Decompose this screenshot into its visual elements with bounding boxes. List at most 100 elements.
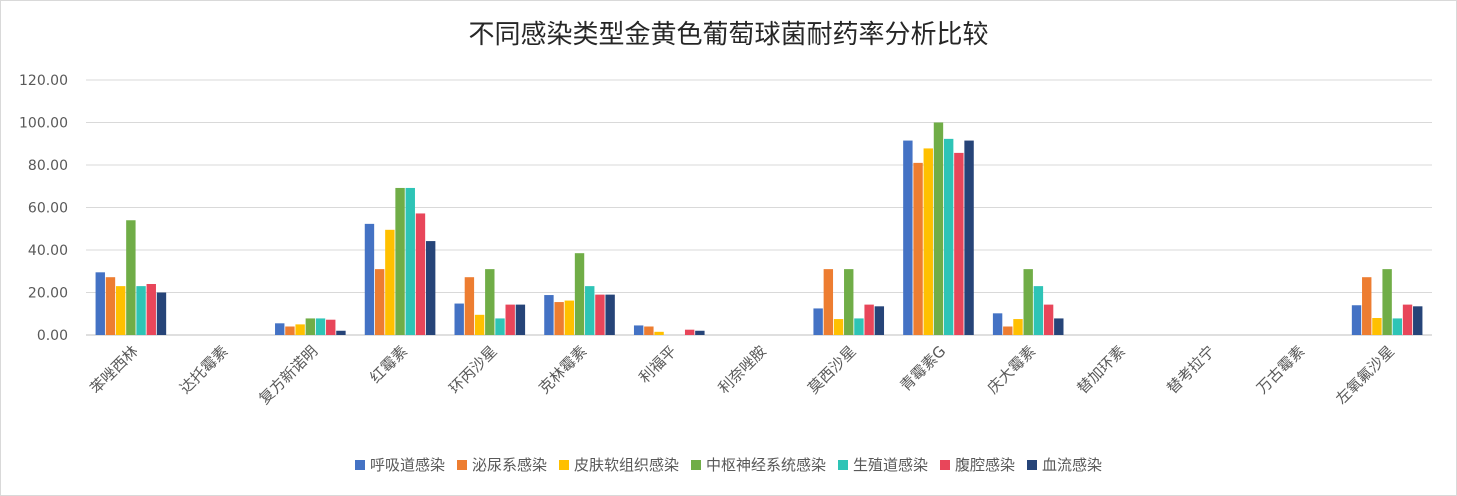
- y-tick-label: 40.00: [28, 243, 68, 259]
- bar: [405, 187, 415, 335]
- bar: [515, 304, 526, 335]
- bar: [1351, 305, 1362, 335]
- bar: [156, 292, 167, 335]
- y-tick-label: 100.00: [19, 116, 68, 132]
- chart-title: 不同感染类型金黄色葡萄球菌耐药率分析比较: [468, 20, 989, 50]
- legend-item: 皮肤软组织感染: [558, 454, 679, 475]
- bar: [146, 284, 156, 335]
- bar: [833, 319, 844, 335]
- legend-label: 皮肤软组织感染: [573, 456, 679, 474]
- x-category-label: 青霉素G: [897, 342, 950, 395]
- x-category-label: 左氧氟沙星: [1332, 342, 1398, 408]
- x-category-label: 利福平: [636, 342, 681, 387]
- bar: [1054, 318, 1064, 335]
- legend-item: 腹腔感染: [940, 454, 1015, 475]
- bar: [464, 277, 475, 335]
- bar: [385, 229, 395, 335]
- bar: [992, 313, 1003, 335]
- bar: [605, 294, 615, 335]
- bar: [813, 308, 823, 335]
- bar: [136, 286, 146, 335]
- x-category-label: 莫西沙星: [804, 342, 859, 397]
- legend-label: 呼吸道感染: [369, 456, 445, 474]
- legend-swatch: [558, 459, 569, 470]
- bar: [695, 330, 705, 335]
- bar: [474, 314, 485, 335]
- bar: [874, 306, 885, 335]
- bar: [1413, 306, 1423, 335]
- bar: [454, 303, 464, 335]
- bar: [295, 324, 305, 335]
- bar: [485, 269, 495, 335]
- bar: [1003, 326, 1013, 335]
- grid-lines: [86, 79, 1432, 336]
- bar: [395, 187, 405, 335]
- bar: [95, 272, 105, 335]
- x-category-label: 复方新诺明: [255, 342, 321, 408]
- bar: [1013, 319, 1023, 335]
- bar: [315, 318, 326, 335]
- bars: [95, 122, 1423, 335]
- legend-item: 中枢神经系统感染: [690, 454, 826, 475]
- y-tick-label: 120.00: [19, 73, 68, 89]
- bar: [964, 140, 974, 335]
- legend-swatch: [456, 459, 467, 470]
- bar: [864, 304, 874, 335]
- bar: [115, 286, 126, 335]
- y-axis-ticks: 0.00 20.00 40.00 60.00 80.00 100.00 120.00: [19, 73, 68, 344]
- bar: [1043, 304, 1054, 335]
- legend-label: 血流感染: [1042, 456, 1103, 474]
- bar: [574, 253, 585, 335]
- x-category-label: 克林霉素: [535, 342, 590, 397]
- y-tick-label: 60.00: [28, 201, 68, 217]
- y-tick-label: 80.00: [28, 158, 68, 174]
- bar: [684, 329, 695, 335]
- legend-label: 生殖道感染: [853, 456, 929, 474]
- bar: [913, 162, 923, 335]
- x-category-label: 替加环素: [1074, 342, 1129, 397]
- legend-item: 生殖道感染: [838, 454, 928, 475]
- legend-swatch: [354, 459, 365, 470]
- bar: [903, 140, 913, 335]
- bar: [823, 269, 834, 335]
- bar: [544, 295, 554, 335]
- bar: [1392, 318, 1403, 335]
- bar: [336, 330, 346, 335]
- bar: [923, 148, 933, 335]
- bar: [505, 304, 515, 335]
- bar: [1382, 269, 1392, 335]
- bar: [105, 277, 116, 335]
- bar: [564, 300, 575, 335]
- bar: [633, 325, 644, 335]
- legend-label: 中枢神经系统感染: [705, 456, 826, 474]
- bar: [285, 326, 295, 335]
- bar: [495, 318, 505, 335]
- bar: [954, 152, 964, 335]
- x-category-label: 替考拉宁: [1163, 342, 1218, 397]
- legend-swatch: [1027, 459, 1038, 470]
- bar: [1372, 318, 1382, 335]
- x-category-label: 达托霉素: [176, 342, 231, 397]
- bar: [844, 269, 854, 335]
- x-category-label: 庆大霉素: [984, 342, 1039, 397]
- bar: [1362, 277, 1372, 335]
- bar: [305, 318, 316, 335]
- bar: [374, 269, 385, 335]
- x-category-label: 万古霉素: [1253, 342, 1308, 397]
- y-tick-label: 20.00: [28, 286, 68, 302]
- legend-item: 泌尿系感染: [456, 454, 547, 475]
- bar: [943, 138, 954, 335]
- bar: [415, 213, 426, 335]
- x-category-label: 利奈唑胺: [715, 342, 770, 397]
- bar: [126, 220, 136, 335]
- bar: [1402, 304, 1413, 335]
- x-axis-categories: 苯唑西林 达托霉素 复方新诺明 红霉素 环丙沙星 克林霉素 利福平 利奈唑胺 莫西沙星 青霉素G 庆…: [87, 342, 1398, 408]
- legend-swatch: [838, 459, 848, 470]
- bar: [854, 318, 864, 335]
- bar: [595, 294, 605, 335]
- x-category-label: 环丙沙星: [445, 342, 500, 397]
- bar: [275, 323, 285, 335]
- legend-item: 血流感染: [1027, 454, 1102, 475]
